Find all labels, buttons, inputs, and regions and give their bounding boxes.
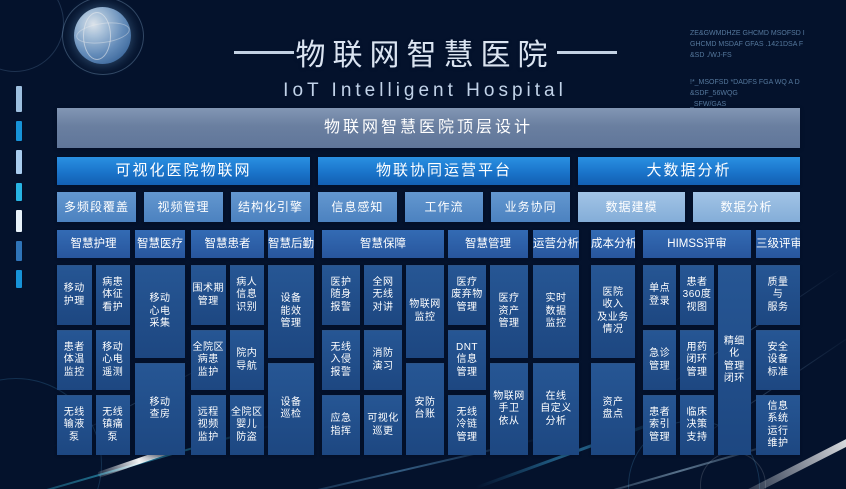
capability-chip: 工作流 — [404, 192, 484, 222]
content-box: 全院区 婴儿 防盗 — [229, 395, 264, 455]
content-box: 病患 体征 看护 — [95, 265, 130, 325]
section-visual-hospital-iot: 可视化医院物联网 多频段覆盖 视频管理 结构化引擎 — [57, 157, 310, 222]
content-box: 在线 自定义 分析 — [533, 362, 579, 455]
group-himss-review: HIMSS评审 单点 登录 急诊 管理 患者 索引 管理 患者 360度 视图 … — [643, 230, 751, 455]
group-smart-medical: 智慧医疗 移动 心电 采集 移动 查房 — [135, 230, 185, 455]
content-box: 可视化 巡更 — [364, 395, 402, 455]
capability-chip: 数据分析 — [693, 192, 800, 222]
content-box: 医疗 资产 管理 — [490, 265, 528, 358]
capability-chip: 结构化引擎 — [231, 192, 310, 222]
content-box: 移动 心电 采集 — [135, 265, 185, 358]
capability-chip: 信息感知 — [318, 192, 397, 222]
content-box: 医护 随身 报警 — [322, 265, 360, 325]
content-box: 患者 360度 视图 — [680, 265, 714, 325]
content-box: 院内 导航 — [229, 330, 264, 390]
category-header: 智慧管理 — [448, 230, 528, 258]
application-groups: 智慧护理 移动 护理 患者 体温 监控 无线 输液 泵 病患 体征 看护 移动 … — [57, 230, 800, 455]
capability-chip: 数据建模 — [578, 192, 685, 222]
content-box: 围术期 管理 — [191, 265, 226, 325]
content-box: 安全 设备 标准 — [756, 330, 800, 390]
group-smart-support: 智慧保障 医护 随身 报警 无线 入侵 报警 应急 指挥 全网 无线 对讲 消防… — [322, 230, 444, 455]
category-header: 运营分析 — [533, 230, 579, 258]
decor-tick-strip — [16, 86, 22, 288]
content-box: 设备 能效 管理 — [268, 265, 314, 358]
group-smart-management: 智慧管理 医疗 废弃物 管理 DNT 信息 管理 无线 冷链 管理 医疗 资产 … — [448, 230, 528, 455]
content-box: 全网 无线 对讲 — [364, 265, 402, 325]
diagram-panel: 物联网智慧医院顶层设计 可视化医院物联网 多频段覆盖 视频管理 结构化引擎 物联… — [57, 108, 800, 455]
page-header: 物联网智慧医院 IoT Intelligent Hospital — [190, 30, 660, 102]
platform-sections: 可视化医院物联网 多频段覆盖 视频管理 结构化引擎 物联协同运营平台 信息感知 … — [57, 157, 800, 222]
section-title: 可视化医院物联网 — [57, 157, 310, 185]
category-header: 成本分析 — [591, 230, 635, 258]
content-box: 精细化 管理 闭环 — [717, 265, 751, 455]
section-title: 大数据分析 — [578, 157, 800, 185]
watermark-line-block: !*_MSOFSD *DADFS FGA WQ A D &SDF_56WQG _… — [690, 79, 800, 108]
title-dash-left — [233, 50, 294, 54]
content-box: 全院区 病患 监护 — [191, 330, 226, 390]
content-box: 质量 与 服务 — [756, 265, 800, 325]
content-box: 患者 体温 监控 — [57, 330, 92, 390]
page-subtitle: IoT Intelligent Hospital — [283, 80, 567, 101]
category-header: 智慧医疗 — [135, 230, 185, 258]
group-smart-logistics: 智慧后勤 设备 能效 管理 设备 巡检 — [268, 230, 314, 455]
content-box: 信息 系统 运行 维护 — [756, 395, 800, 455]
category-header: 三级评审 — [756, 230, 800, 258]
content-box: 移动 心电 遥测 — [95, 330, 130, 390]
globe-orbit-ring — [62, 0, 144, 75]
content-box: 临床 决策 支持 — [680, 395, 714, 455]
watermark-line-block: ZE&GWMDHZE GHCMD MSOFSD I GHCMD MSDAF GF… — [690, 29, 805, 59]
content-box: 单点 登录 — [643, 265, 677, 325]
decor-ring — [700, 452, 766, 489]
decor-ring — [0, 0, 64, 72]
section-title: 物联协同运营平台 — [318, 157, 570, 185]
content-box: 设备 巡检 — [268, 362, 314, 455]
capability-chip: 视频管理 — [144, 192, 223, 222]
capability-chip: 业务协同 — [491, 192, 571, 222]
content-box: 无线 入侵 报警 — [322, 330, 360, 390]
title-dash-right — [556, 50, 617, 54]
watermark-text: ZE&GWMDHZE GHCMD MSOFSD I GHCMD MSDAF GF… — [690, 18, 842, 128]
content-box: 无线 输液 泵 — [57, 395, 92, 455]
section-iot-collab-platform: 物联协同运营平台 信息感知 工作流 业务协同 — [318, 157, 571, 222]
content-box: 资产 盘点 — [591, 362, 635, 455]
content-box: 无线 镇痛 泵 — [95, 395, 130, 455]
content-box: 医疗 废弃物 管理 — [448, 265, 486, 325]
group-smart-nursing: 智慧护理 移动 护理 患者 体温 监控 无线 输液 泵 病患 体征 看护 移动 … — [57, 230, 130, 455]
category-header: 智慧患者 — [191, 230, 264, 258]
content-box: 无线 冷链 管理 — [448, 395, 486, 455]
content-box: 病人 信息 识别 — [229, 265, 264, 325]
content-box: 实时 数据 监控 — [533, 265, 579, 358]
category-header: 智慧保障 — [322, 230, 444, 258]
content-box: 物联网 监控 — [406, 265, 444, 358]
content-box: 医院 收入 及业务 情况 — [591, 265, 635, 358]
content-box: 用药 闭环 管理 — [680, 330, 714, 390]
content-box: 安防 台账 — [406, 362, 444, 455]
top-level-design-banner: 物联网智慧医院顶层设计 — [57, 108, 800, 148]
content-box: 消防 演习 — [364, 330, 402, 390]
group-operation-analysis: 运营分析 实时 数据 监控 在线 自定义 分析 — [533, 230, 579, 455]
content-box: 应急 指挥 — [322, 395, 360, 455]
category-header: HIMSS评审 — [643, 230, 751, 258]
content-box: 移动 护理 — [57, 265, 92, 325]
section-big-data-analysis: 大数据分析 数据建模 数据分析 — [578, 157, 800, 222]
content-box: 远程 视频 监护 — [191, 395, 226, 455]
category-header: 智慧后勤 — [268, 230, 314, 258]
category-header: 智慧护理 — [57, 230, 130, 258]
page-title: 物联网智慧医院 — [295, 39, 555, 72]
content-box: 急诊 管理 — [643, 330, 677, 390]
group-smart-patient: 智慧患者 围术期 管理 全院区 病患 监护 远程 视频 监护 病人 信息 识别 … — [191, 230, 264, 455]
content-box: DNT 信息 管理 — [448, 330, 486, 390]
content-box: 患者 索引 管理 — [643, 395, 677, 455]
capability-chip: 多频段覆盖 — [57, 192, 136, 222]
group-tertiary-review: 三级评审 质量 与 服务 安全 设备 标准 信息 系统 运行 维护 — [756, 230, 800, 455]
content-box: 移动 查房 — [135, 362, 185, 455]
content-box: 物联网 手卫 依从 — [490, 362, 528, 455]
group-cost-analysis: 成本分析 医院 收入 及业务 情况 资产 盘点 — [591, 230, 635, 455]
